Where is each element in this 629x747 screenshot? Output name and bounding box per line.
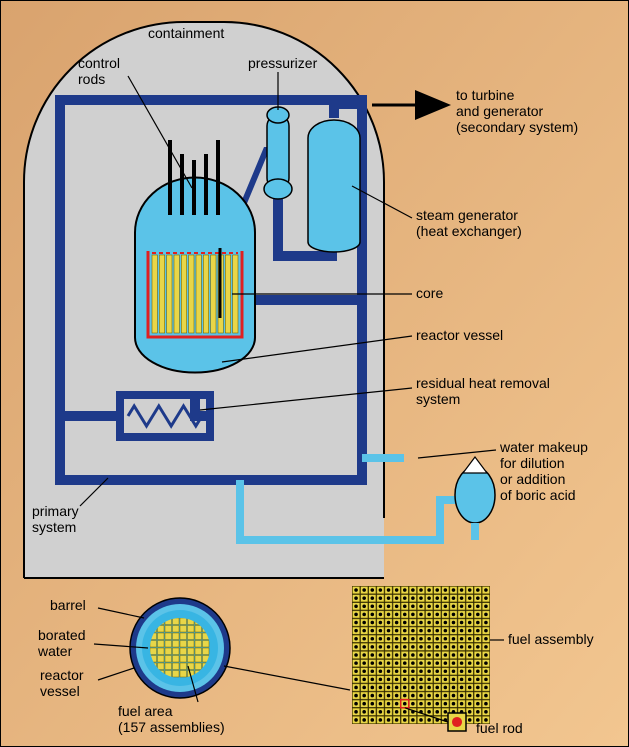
label-fuel-rod: fuel rod (476, 720, 523, 736)
core-bar (159, 255, 164, 333)
label-barrel: barrel (50, 597, 86, 613)
label-fuel-assembly: fuel assembly (508, 631, 594, 647)
fuel-assembly-grid (353, 587, 490, 724)
label-primary-system: primarysystem (32, 503, 79, 535)
label-reactor-vessel: reactor vessel (416, 327, 503, 343)
pressurizer-bottom (264, 179, 292, 199)
core-bar (189, 255, 194, 333)
label-core: core (416, 285, 443, 301)
core-bar (211, 255, 216, 333)
label-steam-generator: steam generator(heat exchanger) (416, 207, 522, 239)
pressurizer (267, 115, 289, 189)
makeup-tank (455, 467, 495, 523)
core-bar (181, 255, 186, 333)
core-bar (203, 255, 208, 333)
core-bar (152, 255, 157, 333)
label-containment: containment (148, 25, 224, 41)
label-xsection-rv: reactorvessel (40, 667, 84, 699)
core-bar (167, 255, 172, 333)
core-bar (174, 255, 179, 333)
core-bar (225, 255, 230, 333)
fuel-rod-legend-dot (452, 717, 462, 727)
core-bar (196, 255, 201, 333)
label-pressurizer: pressurizer (248, 55, 318, 71)
